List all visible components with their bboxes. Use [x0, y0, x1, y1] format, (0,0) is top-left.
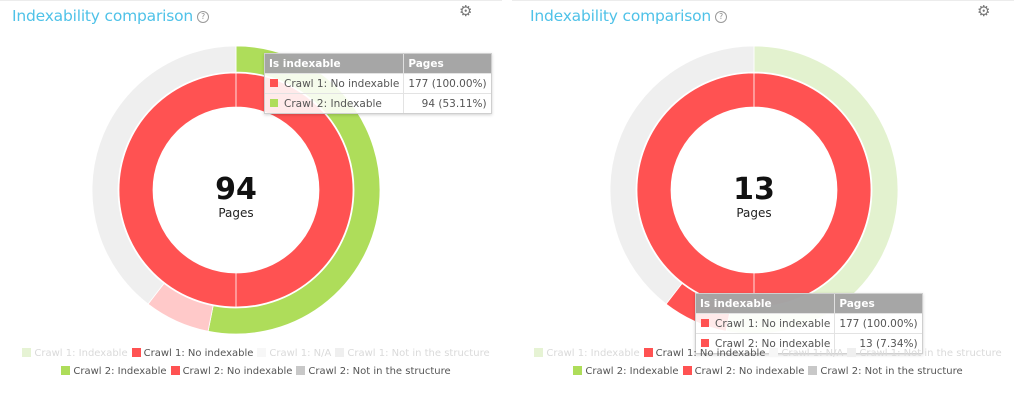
- legend-label: Crawl 1: Indexable: [546, 348, 640, 359]
- chart-title-text: Indexability comparison: [12, 7, 194, 25]
- tooltip-row-label: Crawl 2: No indexable: [715, 337, 831, 350]
- help-icon[interactable]: ?: [715, 11, 728, 23]
- tooltip-row: Crawl 1: No indexable 177 (100.00%): [265, 73, 491, 94]
- legend-label: Crawl 2: Indexable: [73, 366, 167, 377]
- chart-tooltip: Is indexable Pages Crawl 1: No indexable…: [695, 293, 923, 354]
- tooltip-row-label: Crawl 1: No indexable: [284, 77, 400, 90]
- tooltip-header-label: Is indexable: [265, 54, 405, 74]
- legend-swatch: [847, 348, 857, 357]
- help-icon[interactable]: ?: [197, 11, 210, 23]
- tooltip-row-value: 177 (100.00%): [834, 313, 922, 334]
- chart-title: Indexability comparison?: [530, 7, 728, 25]
- legend-label: Crawl 2: No indexable: [182, 366, 293, 377]
- chart-title: Indexability comparison?: [12, 7, 210, 25]
- legend-swatch: [257, 348, 267, 357]
- legend-item[interactable]: Crawl 2: Not in the structure: [808, 366, 963, 377]
- tooltip-row-value: 94 (53.11%): [403, 93, 491, 113]
- chart-tooltip: Is indexable Pages Crawl 1: No indexable…: [264, 53, 492, 114]
- tooltip-row: Crawl 2: No indexable 13 (7.34%): [696, 333, 922, 353]
- legend-item[interactable]: Crawl 1: No indexable: [643, 348, 766, 359]
- tooltip-swatch: [701, 318, 709, 327]
- legend-item[interactable]: Crawl 1: Indexable: [534, 348, 640, 359]
- legend-item[interactable]: Crawl 1: Not in the structure: [847, 348, 1002, 359]
- legend-item[interactable]: Crawl 1: N/A: [257, 348, 331, 359]
- legend-label: Crawl 2: Not in the structure: [308, 366, 451, 377]
- legend-label: Crawl 1: No indexable: [143, 348, 254, 359]
- legend-item[interactable]: Crawl 1: N/A: [769, 348, 843, 359]
- tooltip-row: Crawl 2: Indexable 94 (53.11%): [265, 93, 491, 113]
- legend-label: Crawl 1: N/A: [781, 348, 844, 359]
- legend-crawl-2: Crawl 2: Indexable Crawl 2: No indexable C…: [512, 366, 1024, 377]
- legend-label: Crawl 1: N/A: [269, 348, 332, 359]
- tooltip-swatch: [270, 78, 278, 87]
- legend-item[interactable]: Crawl 2: No indexable: [682, 366, 805, 377]
- chart-panel-2: Indexability comparison? ⚙ 13 Pages Is i…: [512, 0, 1024, 416]
- legend-item[interactable]: Crawl 1: Not in the structure: [335, 348, 490, 359]
- donut-slice[interactable]: [118, 72, 354, 308]
- tooltip-header-pages: Pages: [834, 294, 922, 314]
- donut-slice[interactable]: [609, 45, 755, 305]
- donut-chart: 94 Pages: [91, 45, 381, 335]
- legend-crawl-1: Crawl 1: Indexable Crawl 1: No indexable C…: [512, 348, 1024, 359]
- divider: [512, 0, 1014, 1]
- legend-item[interactable]: Crawl 1: No indexable: [131, 348, 254, 359]
- legend-swatch: [335, 348, 345, 357]
- legend-crawl-2: Crawl 2: Indexable Crawl 2: No indexable C…: [0, 366, 512, 377]
- legend-swatch: [769, 348, 779, 357]
- legend-swatch: [170, 366, 180, 375]
- chart-panel-1: Indexability comparison? ⚙ 94 Pages Is i…: [0, 0, 512, 377]
- tooltip-row-label: Crawl 2: Indexable: [284, 97, 382, 110]
- center-label: Pages: [736, 206, 771, 220]
- center-value: 13: [733, 172, 775, 207]
- legend-label: Crawl 2: Not in the structure: [820, 366, 963, 377]
- legend-label: Crawl 2: Indexable: [585, 366, 679, 377]
- legend-swatch: [682, 366, 692, 375]
- legend-item[interactable]: Crawl 2: Indexable: [61, 366, 167, 377]
- legend-swatch: [131, 348, 141, 357]
- legend-label: Crawl 1: Indexable: [34, 348, 128, 359]
- tooltip-header-pages: Pages: [403, 54, 491, 74]
- legend-item[interactable]: Crawl 2: Indexable: [573, 366, 679, 377]
- tooltip-swatch: [270, 98, 278, 107]
- donut-slice[interactable]: [207, 45, 381, 335]
- legend-swatch: [534, 348, 544, 357]
- divider: [0, 0, 502, 1]
- tooltip-row-label: Crawl 1: No indexable: [715, 317, 831, 330]
- legend-label: Crawl 1: Not in the structure: [347, 348, 490, 359]
- tooltip-row-value: 177 (100.00%): [403, 73, 491, 94]
- legend-label: Crawl 1: No indexable: [655, 348, 766, 359]
- gear-icon[interactable]: ⚙: [977, 2, 991, 20]
- legend-swatch: [22, 348, 32, 357]
- legend-swatch: [808, 366, 818, 375]
- legend-swatch: [296, 366, 306, 375]
- legend-label: Crawl 1: Not in the structure: [859, 348, 1002, 359]
- legend-item[interactable]: Crawl 2: No indexable: [170, 366, 293, 377]
- legend-label: Crawl 2: No indexable: [694, 366, 805, 377]
- legend-swatch: [573, 366, 583, 375]
- legend-swatch: [61, 366, 71, 375]
- legend-item[interactable]: Crawl 1: Indexable: [22, 348, 128, 359]
- legend-crawl-1: Crawl 1: Indexable Crawl 1: No indexable C…: [0, 348, 512, 359]
- tooltip-swatch: [701, 338, 709, 347]
- gear-icon[interactable]: ⚙: [459, 2, 473, 20]
- tooltip-row: Crawl 1: No indexable 177 (100.00%): [696, 313, 922, 334]
- center-value: 94: [215, 172, 257, 207]
- chart-title-text: Indexability comparison: [530, 7, 712, 25]
- center-label: Pages: [218, 206, 253, 220]
- legend-swatch: [643, 348, 653, 357]
- tooltip-header-label: Is indexable: [696, 294, 836, 314]
- legend-item[interactable]: Crawl 2: Not in the structure: [296, 366, 451, 377]
- donut-slice[interactable]: [91, 45, 237, 305]
